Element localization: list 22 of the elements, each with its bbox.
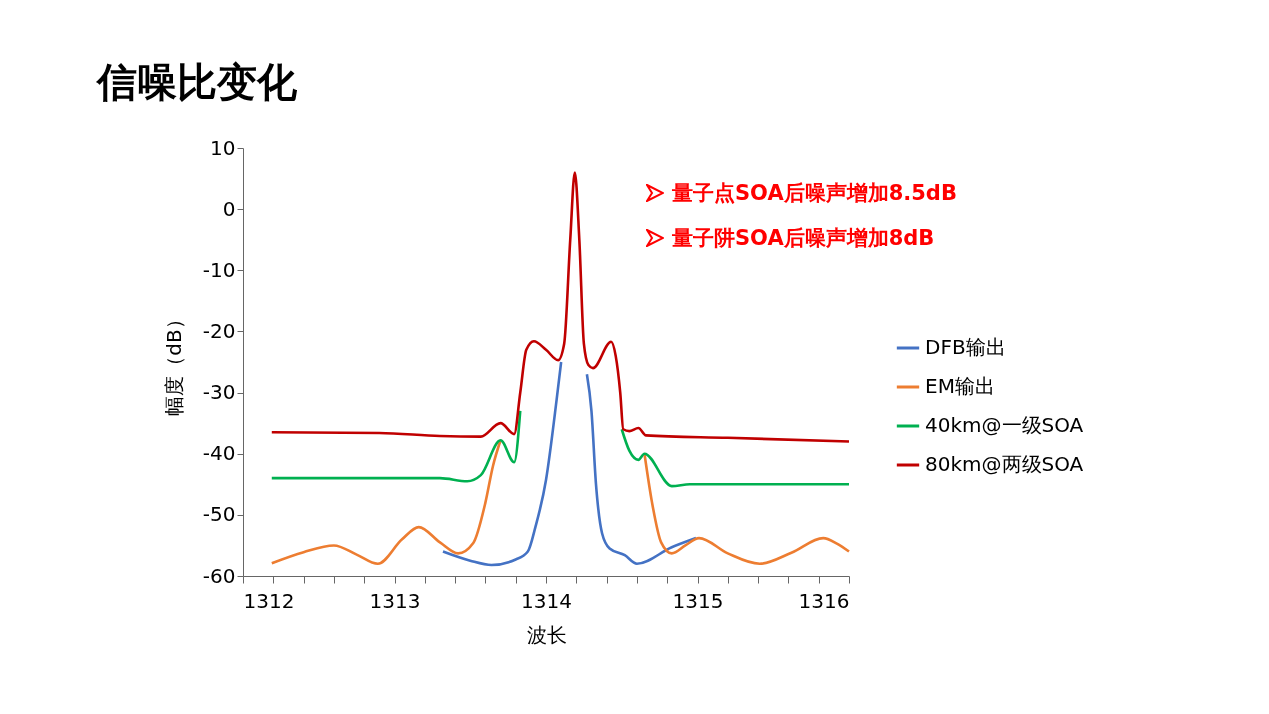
y-tick-label: -20: [202, 318, 236, 343]
legend-label: 80km@两级SOA: [925, 452, 1084, 476]
legend-label: 40km@一级SOA: [925, 413, 1084, 437]
y-tick-label: 10: [210, 135, 236, 160]
x-axis-title: 波长: [526, 622, 567, 647]
annotation: 量子阱SOA后噪声增加8dB: [672, 224, 935, 252]
y-tick-label: -60: [202, 563, 236, 588]
x-tick-label: 1314: [521, 588, 572, 613]
x-tick-label: 1316: [798, 588, 850, 613]
x-tick-label: 1312: [243, 588, 295, 613]
y-tick-label: -30: [202, 380, 236, 405]
annotation: 量子点SOA后噪声增加8.5dB: [672, 179, 957, 207]
x-tick-label: 1313: [369, 588, 421, 613]
y-axis-title: 幅度（dB）: [161, 309, 186, 416]
x-tick-label: 1315: [672, 588, 724, 613]
y-tick-label: 0: [222, 196, 236, 221]
y-tick-label: -40: [202, 441, 236, 466]
y-tick-label: -10: [202, 257, 236, 282]
legend-label: DFB输出: [925, 335, 1006, 359]
chart-title: 信噪比变化: [97, 58, 297, 107]
y-tick-label: -50: [202, 502, 236, 527]
legend-label: EM输出: [925, 374, 995, 398]
